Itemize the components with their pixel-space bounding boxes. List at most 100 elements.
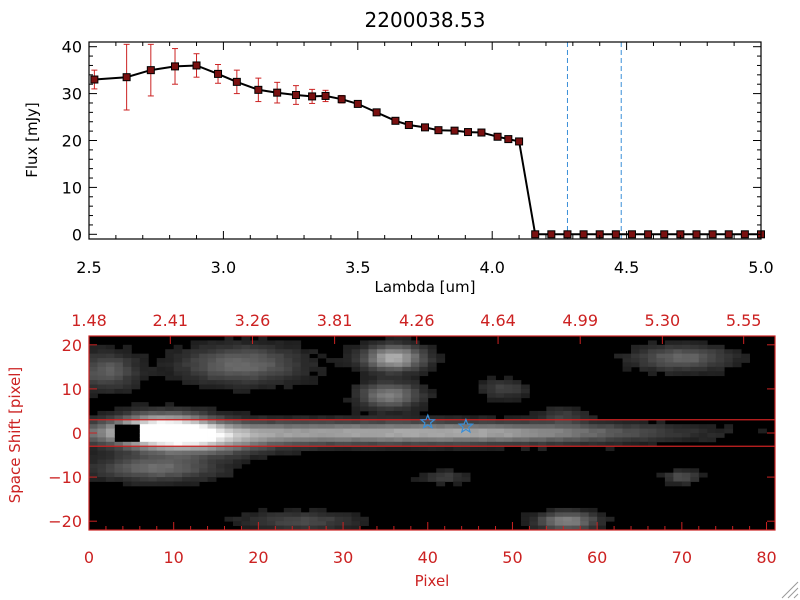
heatmap-cell — [300, 375, 310, 381]
heatmap-cell — [427, 353, 437, 359]
heatmap-cell — [622, 424, 632, 429]
heatmap-cell — [554, 521, 564, 526]
heatmap-cell — [173, 349, 183, 355]
resize-grip-icon[interactable] — [781, 581, 799, 599]
data-point-10 — [308, 92, 317, 101]
heatmap-cell — [478, 446, 488, 452]
heatmap-cell — [393, 349, 403, 355]
heatmap-cell — [664, 437, 674, 443]
heatmap-cell — [419, 428, 429, 434]
heatmap-cell — [105, 450, 115, 456]
heatmap-cell — [724, 353, 734, 359]
heatmap-cell — [707, 353, 717, 359]
flux-markers — [90, 61, 765, 239]
heatmap-cell — [190, 340, 200, 346]
heatmap-cell — [249, 525, 259, 531]
heatmap-cell — [461, 419, 471, 425]
heatmap-cell — [275, 349, 285, 355]
heatmap-cell — [664, 424, 674, 429]
heatmap-cell — [580, 507, 590, 513]
heatmap-cell — [199, 366, 208, 372]
heatmap-cell — [444, 468, 454, 474]
data-point-11 — [321, 91, 330, 100]
heatmap-cell — [402, 344, 412, 350]
heatmap-cell — [139, 402, 149, 407]
heatmap-cell — [275, 525, 285, 531]
heatmap-cell — [393, 358, 403, 363]
heatmap-cell — [571, 441, 581, 447]
heatmap-cell — [427, 388, 437, 394]
heatmap-cell — [715, 353, 725, 359]
heatmap-cell — [495, 428, 505, 434]
heatmap-cell — [656, 433, 666, 438]
heatmap-cell — [436, 419, 446, 425]
heatmap-cell — [563, 410, 573, 416]
heatmap-cell — [376, 388, 386, 394]
heatmap-cell — [232, 349, 242, 355]
heatmap-cell — [283, 512, 293, 518]
heatmap-cell — [512, 393, 522, 399]
heatmap-cell — [309, 362, 319, 368]
heatmap-cell — [165, 353, 175, 359]
heatmap-cell — [419, 402, 429, 407]
heatmap-cell — [419, 362, 429, 368]
heatmap-cell — [673, 349, 683, 355]
heatmap-cell — [715, 358, 725, 363]
heatmap-cell — [410, 424, 420, 429]
heatmap-cell — [216, 450, 225, 456]
heatmap-cell — [283, 340, 293, 346]
heatmap-cell — [334, 512, 344, 518]
data-point-20 — [464, 128, 473, 137]
heatmap-cell — [351, 362, 361, 368]
heatmap-cell — [529, 441, 539, 447]
heatmap-cell — [436, 424, 446, 429]
heatmap-cell — [89, 384, 98, 390]
heatmap-cell — [89, 380, 98, 385]
heatmap-cell — [326, 437, 336, 443]
heatmap-cell — [156, 455, 166, 460]
heatmap-cell — [241, 349, 251, 355]
heatmap-cell — [546, 419, 556, 425]
heatmap-cell — [224, 375, 234, 381]
heatmap-cell — [410, 340, 420, 346]
heatmap-cell — [631, 358, 640, 363]
heatmap-cell — [461, 446, 471, 452]
heatmap-cell — [639, 419, 649, 425]
heatmap-cell — [309, 366, 319, 372]
heatmap-cell — [554, 433, 564, 438]
heatmap-cell — [410, 384, 420, 390]
heatmap-cell — [199, 358, 208, 363]
heatmap-cell — [131, 366, 141, 372]
heatmap-cell — [122, 362, 132, 368]
heatmap-cell — [258, 358, 268, 363]
heatmap-cell — [165, 410, 175, 416]
heatmap-cell — [216, 375, 225, 381]
heatmap-cell — [122, 441, 132, 447]
heatmap-cell — [131, 384, 141, 390]
heatmap-cell — [173, 481, 183, 487]
heatmap-cell — [241, 516, 251, 522]
heatmap-cell — [309, 433, 319, 438]
heatmap-cell — [156, 468, 166, 474]
heatmap-cell — [131, 371, 141, 377]
heatmap-cell — [419, 384, 429, 390]
heatmap-cell — [537, 521, 547, 526]
heatmap-cell — [478, 415, 488, 421]
heatmap-cell — [114, 410, 124, 416]
heatmap-cell — [351, 410, 361, 416]
heatmap-cell — [173, 344, 183, 350]
heatmap-cell — [537, 446, 547, 452]
heatmap-cell — [368, 349, 378, 355]
heatmap-cell — [698, 472, 708, 478]
heatmap-cell — [614, 441, 623, 447]
heatmap-cell — [283, 380, 293, 385]
heatmap-cell — [402, 424, 412, 429]
heatmap-cell — [410, 415, 420, 421]
heatmap-cell — [673, 468, 683, 474]
heatmap-cell — [292, 521, 302, 526]
heatmap-cell — [300, 428, 310, 434]
heatmap-cell — [410, 402, 420, 407]
heatmap-cell — [563, 525, 573, 531]
heatmap-cell — [300, 371, 310, 377]
heatmap-cell — [283, 428, 293, 434]
